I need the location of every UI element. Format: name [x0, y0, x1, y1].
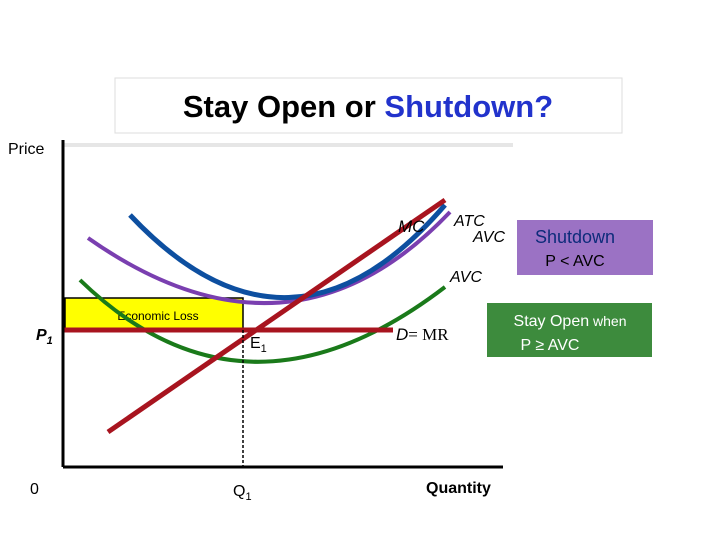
p1-sub: 1 [47, 335, 53, 347]
stay-open-box [487, 303, 652, 357]
stay-open-main: Stay Open [514, 313, 590, 330]
y-axis-label: Price [8, 141, 45, 158]
avc-lower-curve [78, 278, 447, 364]
q1-label: Q1 [233, 483, 252, 503]
title-highlight: Shutdown? [384, 89, 553, 124]
mc-label: MC [398, 217, 425, 236]
demand-main: D [396, 325, 408, 344]
shutdown-box [517, 220, 653, 275]
stay-open-line2: P ≥ AVC [521, 337, 580, 354]
p1-main: P [36, 327, 47, 344]
stay-open-when: when [589, 313, 626, 329]
p1-label: P1 [36, 327, 53, 347]
stay-open-line1: Stay Open when [514, 313, 627, 330]
loss-label: Economic Loss [117, 309, 198, 323]
shutdown-line2: P < AVC [545, 253, 604, 270]
demand-rest: = MR [408, 325, 449, 344]
avc-lower-label: AVC [449, 269, 482, 286]
avc-upper-curve [86, 210, 452, 305]
q1-sub: 1 [245, 491, 251, 503]
e1-sub: 1 [261, 343, 267, 355]
mc-curve [106, 197, 447, 435]
demand-label: D= MR [396, 325, 449, 344]
e1-label: E1 [250, 335, 267, 355]
shutdown-line1: Shutdown [535, 227, 615, 247]
title-box [114, 77, 623, 134]
loss-box [64, 297, 244, 331]
atc-label: ATC [453, 213, 485, 230]
title-lead: Stay Open or [183, 89, 385, 124]
avc-upper-label: AVC [472, 229, 505, 246]
e1-main: E [250, 335, 261, 352]
q1-main: Q [233, 483, 245, 500]
origin-label: 0 [30, 481, 39, 498]
x-axis-label: Quantity [426, 480, 491, 497]
title: Stay Open or Shutdown? [183, 89, 553, 124]
atc-curve [128, 203, 447, 301]
